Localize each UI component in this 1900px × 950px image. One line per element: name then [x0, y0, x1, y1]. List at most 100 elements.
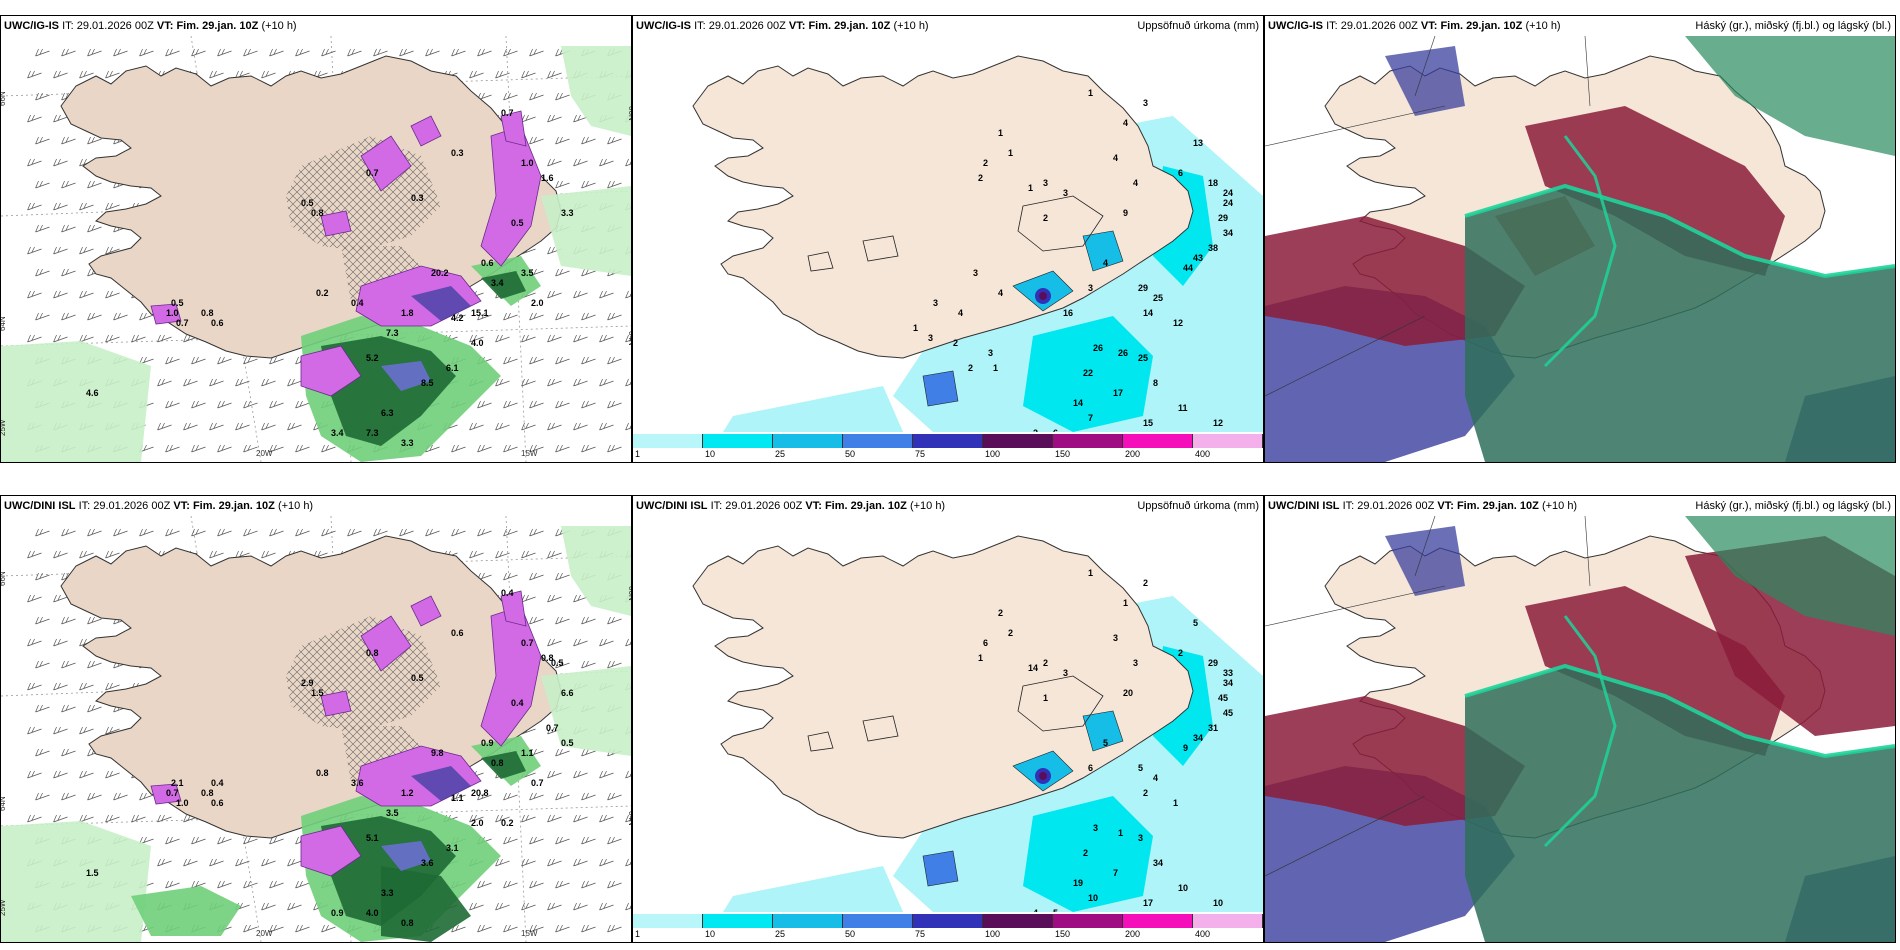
wind-barb [581, 616, 596, 625]
precip-area-purple [500, 110, 527, 147]
it-label: IT: [62, 20, 74, 32]
wind-barb [79, 726, 94, 735]
wind-barb [573, 422, 588, 431]
glacier-outline [1017, 195, 1104, 252]
precip-value-label: 2.1 [171, 778, 184, 788]
precip-value-label: 4.0 [366, 908, 379, 918]
wind-barb [521, 814, 536, 823]
wind-barb [35, 48, 50, 57]
wind-barb [183, 378, 198, 387]
legend-swatch [983, 914, 1053, 928]
wind-barb [495, 814, 510, 823]
precip-area-intense [381, 361, 431, 391]
wind-barb [547, 858, 562, 867]
model-name: UWC/DINI ISL [4, 500, 76, 512]
cloud-mid [1525, 106, 1785, 276]
precip-value-label: 0.8 [201, 788, 214, 798]
wind-barb [35, 92, 50, 101]
wind-barb [607, 312, 622, 321]
wind-barb [581, 880, 596, 889]
valid-time: Fim. 29.jan. 10Z [824, 500, 907, 512]
glacier-outline [807, 731, 834, 752]
wind-barb [469, 814, 484, 823]
wind-barb [607, 616, 622, 625]
wind-barb [503, 836, 518, 845]
wind-barb [555, 880, 570, 889]
wind-barb [139, 48, 154, 57]
it-label: IT: [710, 500, 723, 512]
accum-value-label: 7 [1088, 413, 1093, 423]
wind-barb [555, 792, 570, 801]
wind-barb [243, 356, 258, 365]
precip-value-label: 0.7 [176, 318, 189, 328]
wind-barb [27, 726, 42, 735]
precip-value-label: 3.5 [521, 268, 534, 278]
wind-barb [573, 638, 588, 647]
precip-value-label: 0.6 [211, 318, 224, 328]
precip-value-label: 0.4 [511, 698, 524, 708]
wind-barb [27, 334, 42, 343]
wind-barb [35, 572, 50, 581]
wind-barb [399, 48, 414, 57]
legend-tick: 10 [705, 929, 716, 939]
precip-value-label: 1.0 [166, 308, 179, 318]
wind-barb [287, 378, 302, 387]
cloud-mid [1265, 696, 1525, 826]
accum-value-label: 1 [1123, 598, 1128, 608]
wind-barb [477, 528, 492, 537]
wind-barb [555, 616, 570, 625]
wind-barb [217, 400, 232, 409]
accum-value-label: 24 [1223, 198, 1233, 208]
wind-barb [53, 246, 68, 255]
wind-barb [555, 660, 570, 669]
accum-value-label: 5 [1103, 738, 1108, 748]
wind-barb [87, 660, 102, 669]
wind-barb [87, 180, 102, 189]
wind-barb [165, 48, 180, 57]
wind-barb [321, 528, 336, 537]
wind-barb [191, 836, 206, 845]
wind-barb [495, 858, 510, 867]
accum-value-label: 2 [1043, 658, 1048, 668]
wind-barb [477, 400, 492, 409]
panel-title: UWC/DINI ISL IT: 29.01.2026 00Z VT: Fim.… [4, 500, 313, 512]
precip-field-high [922, 370, 959, 407]
axis-label: 64N [1, 796, 7, 811]
wind-barb [139, 528, 154, 537]
wind-barb [35, 268, 50, 277]
precip-value-label: 1.8 [401, 308, 414, 318]
legend-tick: 400 [1195, 449, 1211, 459]
panel-igis-accum-precip: 1 4 3 1 1 2 2 1 3 4 4 6 13 3 2 9 18 24 24 29 34 38 43 44 4 3 29 25 1… [632, 15, 1264, 463]
wind-barb [347, 48, 362, 57]
precip-value-label: 1.5 [311, 688, 324, 698]
accum-value-label: 2 [953, 338, 958, 348]
wind-barb [209, 858, 224, 867]
wind-barb [165, 880, 180, 889]
wind-barb [451, 444, 466, 453]
it-label: IT: [1342, 500, 1355, 512]
wind-barb [105, 202, 120, 211]
wind-barb [105, 290, 120, 299]
wind-barb [191, 444, 206, 453]
wind-barb [35, 660, 50, 669]
init-time: 29.01.2026 00Z [1357, 500, 1435, 512]
accum-value-label: 2 [998, 608, 1003, 618]
wind-barb [35, 136, 50, 145]
wind-barb [35, 704, 50, 713]
precip-maximum [1039, 772, 1047, 780]
wind-barb [165, 528, 180, 537]
wind-barb [243, 528, 258, 537]
wind-barb [157, 334, 172, 343]
legend-tick: 400 [1195, 929, 1211, 939]
accum-value-label: 3 [1138, 833, 1143, 843]
glacier-outline [807, 251, 834, 272]
wind-barb [503, 48, 518, 57]
wind-barb [27, 114, 42, 123]
precip-value-label: 0.3 [451, 148, 464, 158]
iceland-land [692, 55, 1194, 359]
wind-barb [503, 792, 518, 801]
cloud-high [1685, 516, 1895, 636]
model-name: UWC/IG-IS [4, 20, 59, 32]
precip-value-label: 0.3 [411, 193, 424, 203]
